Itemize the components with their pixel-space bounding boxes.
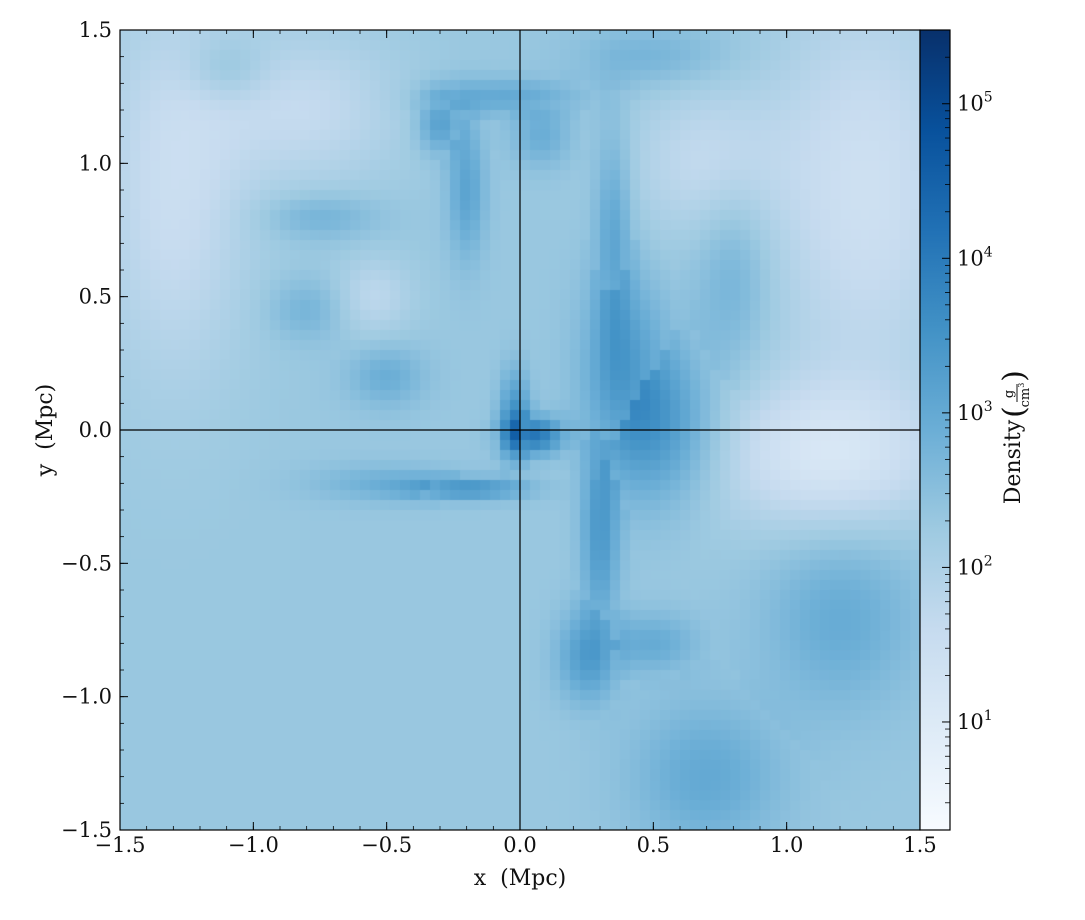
colorbar-unit-close-paren: )	[997, 370, 1032, 382]
y-tick-label: −0.5	[61, 551, 112, 575]
colorbar-unit-denominator: cm3	[1017, 383, 1033, 408]
colorbar-unit-open-paren: (	[997, 406, 1032, 418]
y-tick-label: −1.5	[61, 818, 112, 842]
y-tick-label: 0.0	[79, 418, 112, 442]
x-axis-label: x (Mpc)	[474, 866, 567, 891]
x-tick-label: 1.5	[903, 833, 936, 857]
x-tick-label: 0.0	[503, 833, 536, 857]
y-tick-label: 1.0	[79, 151, 112, 175]
colorbar-label-text: Density	[1001, 419, 1026, 504]
y-tick-label: −1.0	[61, 685, 112, 709]
colorbar-tick-label: 103	[957, 399, 993, 425]
crosshair	[120, 30, 920, 830]
x-tick-label: −0.5	[361, 833, 412, 857]
x-tick-label: −1.5	[95, 833, 146, 857]
y-tick-label: 1.5	[79, 18, 112, 42]
colorbar-unit-exponent: 3	[1017, 383, 1026, 388]
colorbar-gradient	[919, 29, 951, 831]
colorbar-label: Density ( g cm3 )	[997, 370, 1033, 504]
y-axis-label: y (Mpc)	[33, 384, 58, 478]
colorbar-tick-label: 102	[957, 553, 993, 579]
colorbar: 101 102 103 104 105 Density ( g cm3 )	[919, 29, 1033, 831]
y-axis: −1.5 −1.0 −0.5 0.0 0.5 1.0 1.5	[61, 18, 128, 842]
x-axis: −1.5 −1.0 −0.5 0.0 0.5 1.0 1.5	[95, 30, 937, 857]
colorbar-tick-label: 105	[957, 90, 993, 116]
colorbar-tick-label: 101	[957, 708, 993, 734]
colorbar-unit-numerator: g	[1002, 390, 1017, 398]
y-tick-label: 0.5	[79, 285, 112, 309]
colorbar-tick-label: 104	[957, 244, 993, 270]
x-tick-label: 1.0	[770, 833, 803, 857]
x-tick-label: 0.5	[637, 833, 670, 857]
colorbar-ticks: 101 102 103 104 105	[942, 29, 993, 831]
x-tick-label: −1.0	[228, 833, 279, 857]
